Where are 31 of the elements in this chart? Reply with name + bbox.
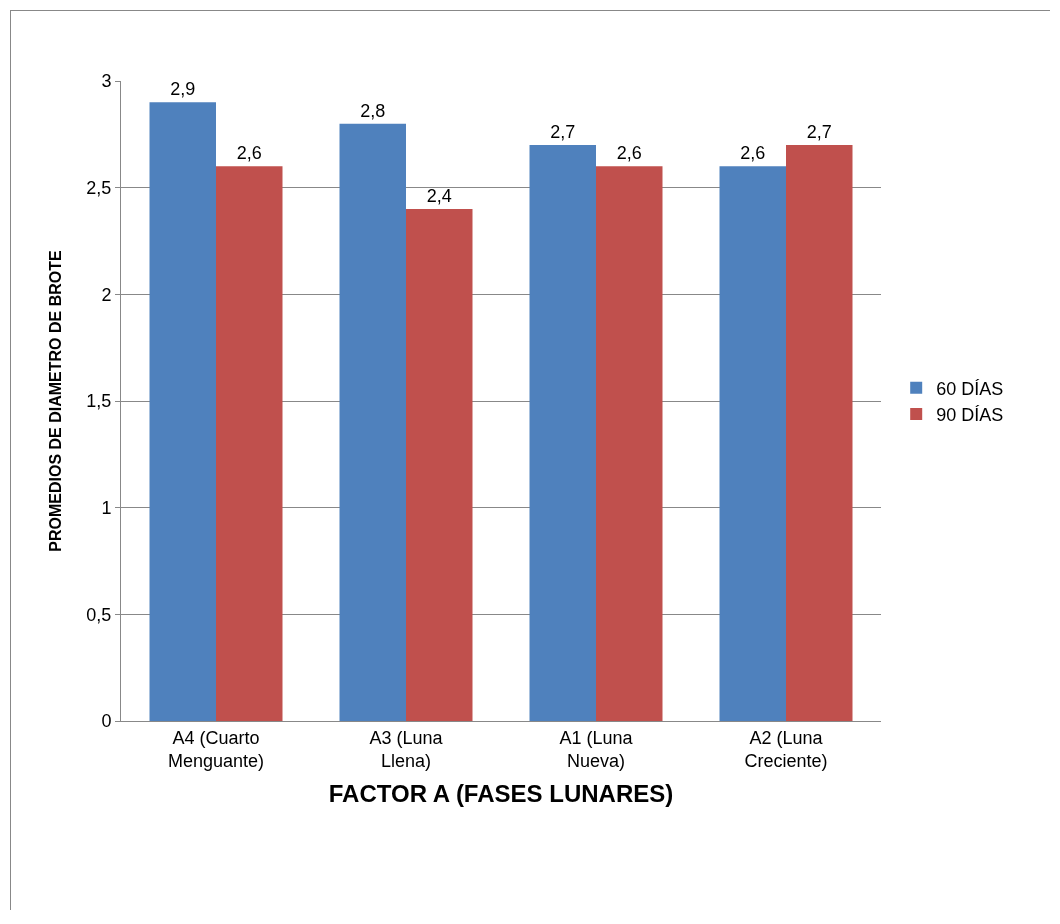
data-label: 2,6: [740, 143, 766, 164]
bar: [216, 166, 283, 721]
legend-label: 60 DÍAS: [936, 378, 1004, 399]
data-label: 2,4: [426, 186, 452, 206]
bar: [406, 209, 473, 721]
x-axis-title: FACTOR A (FASES LUNARES): [328, 780, 674, 808]
bar: [786, 145, 853, 721]
bar: [719, 166, 786, 721]
y-tick-label: 0,5: [86, 604, 112, 625]
data-label: 2,6: [236, 143, 262, 164]
y-tick-label: 2: [101, 284, 112, 305]
x-tick-label: A2 (Luna Creciente): [744, 727, 828, 771]
y-tick-label: 3: [101, 71, 112, 92]
data-label: 2,8: [360, 100, 386, 121]
data-label: 2,6: [616, 143, 642, 164]
data-label: 2,9: [170, 79, 196, 100]
y-tick-label: 1,5: [86, 391, 112, 412]
bar: [149, 102, 216, 721]
y-tick-label: 2,5: [86, 177, 112, 198]
bar: [596, 166, 663, 721]
x-tick-label: A1 (Luna Nueva): [559, 727, 634, 771]
legend-label: 90 DÍAS: [936, 405, 1004, 426]
data-label: 2,7: [806, 122, 832, 142]
y-tick-label: 1: [101, 497, 112, 518]
data-label: 2,7: [550, 122, 576, 142]
x-tick-label: A3 (Luna Llena): [369, 727, 444, 771]
bar: [339, 123, 406, 721]
bar: [529, 145, 596, 721]
y-axis-title: PROMEDIOS DE DIAMETRO DE BROTE: [47, 250, 65, 552]
x-tick-label: A4 (Cuarto Menguante): [167, 727, 265, 771]
y-tick-label: 0: [101, 711, 112, 732]
